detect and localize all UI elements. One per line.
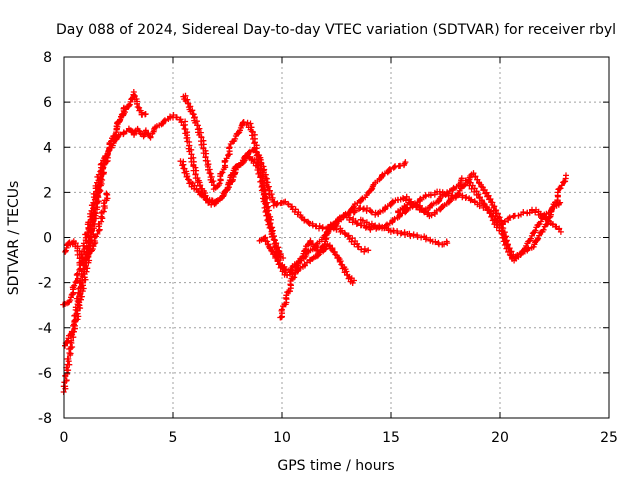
series-13	[395, 175, 564, 264]
series-11	[357, 170, 569, 262]
data-point-markers	[357, 170, 569, 262]
x-tick-label: 15	[382, 430, 400, 446]
x-tick-label: 0	[60, 430, 69, 446]
y-tick-label: -8	[38, 411, 52, 427]
y-tick-label: 6	[43, 95, 52, 111]
y-tick-label: -2	[38, 276, 52, 292]
data-point-markers	[277, 237, 357, 321]
y-tick-label: 0	[43, 231, 52, 247]
data-point-markers	[395, 175, 564, 264]
x-tick-label: 10	[273, 430, 291, 446]
y-tick-label: -6	[38, 366, 52, 382]
chart-title: Day 088 of 2024, Sidereal Day-to-day VTE…	[56, 22, 616, 38]
y-tick-label: 4	[43, 140, 52, 156]
data-point-markers	[60, 104, 127, 308]
y-axis-label: SDTVAR / TECUs	[6, 181, 22, 296]
series-12	[343, 214, 451, 248]
series-7	[177, 152, 287, 261]
y-tick-label: 8	[43, 50, 52, 66]
data-markers	[60, 89, 569, 395]
series-4	[62, 190, 111, 266]
series-9	[277, 237, 357, 321]
data-point-markers	[180, 92, 409, 279]
x-tick-label: 25	[600, 430, 618, 446]
series-1	[60, 125, 154, 395]
data-point-markers	[60, 125, 154, 395]
x-tick-label: 5	[169, 430, 178, 446]
y-tick-label: 2	[43, 185, 52, 201]
series-3	[60, 104, 127, 308]
data-point-markers	[177, 152, 287, 261]
grid	[64, 57, 609, 418]
series-6	[180, 92, 409, 279]
y-tick-label: -4	[38, 321, 52, 337]
x-axis-label: GPS time / hours	[277, 458, 394, 474]
data-point-markers	[62, 190, 111, 266]
axis-ticks: 0 5 10 15 20 25 -8 -6 -4 -2 0 2 4 6 8	[38, 50, 618, 446]
data-point-markers	[343, 214, 451, 248]
x-tick-label: 20	[491, 430, 509, 446]
